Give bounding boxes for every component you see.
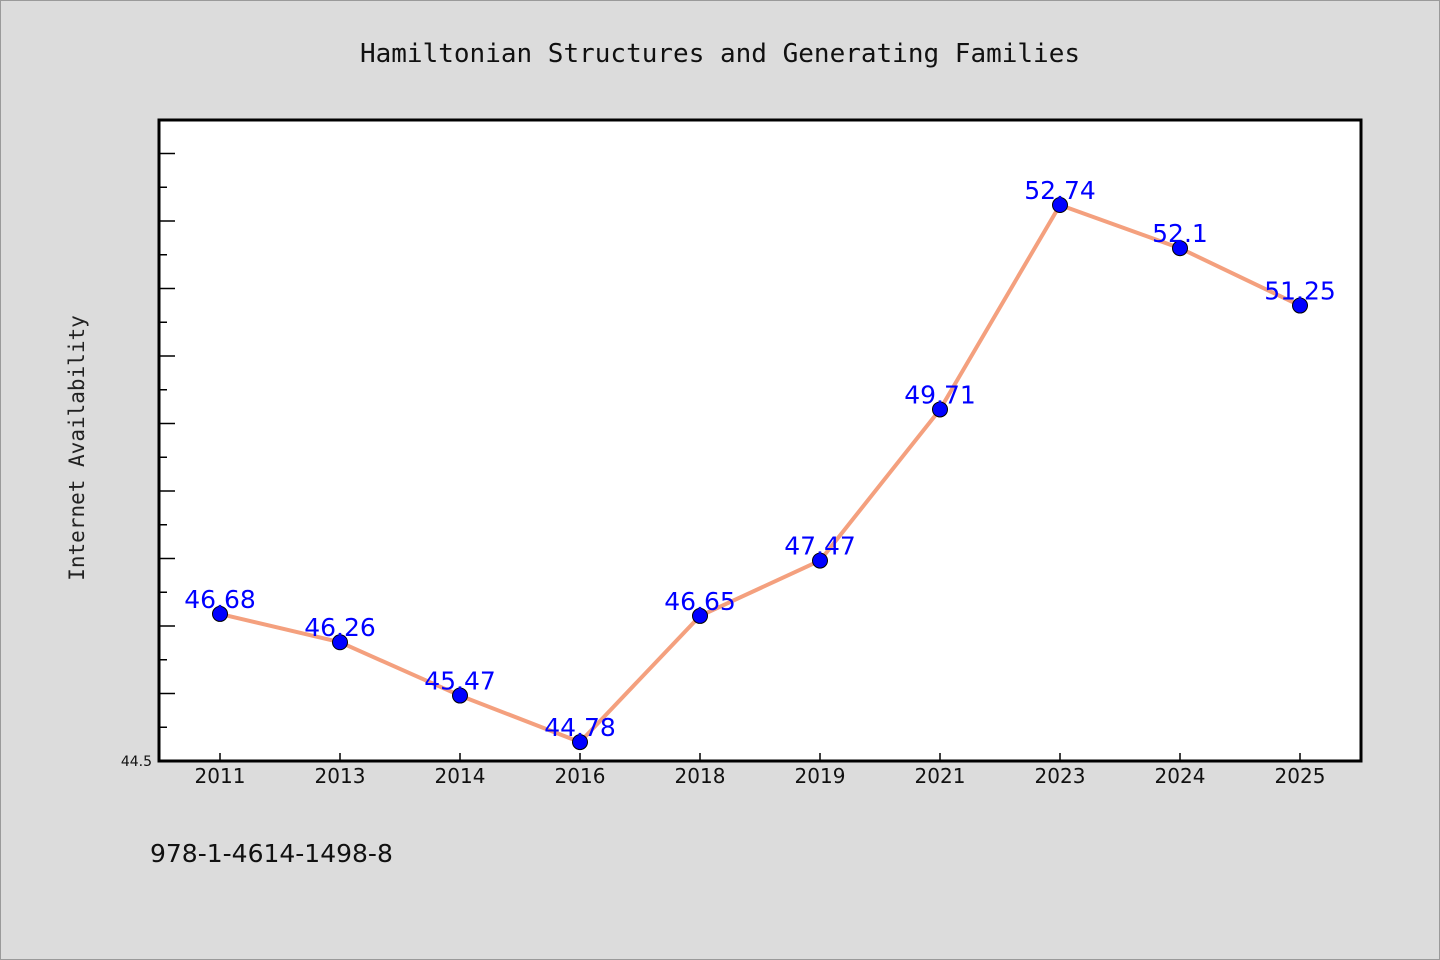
data-point-2024 [1172, 240, 1188, 257]
data-label-2024: 52.1 [1152, 219, 1208, 248]
x-tick-label-2019: 2019 [795, 764, 846, 788]
data-markers [212, 197, 1308, 751]
data-point-2023 [1052, 197, 1068, 214]
data-point-2016 [572, 734, 588, 751]
footnote-isbn: 978-1-4614-1498-8 [150, 839, 393, 868]
data-point-2014 [452, 687, 468, 704]
x-tick-label-2025: 2025 [1275, 764, 1326, 788]
plot-border [157, 118, 1363, 763]
data-label-2011: 46.68 [184, 585, 256, 614]
data-point-2013 [332, 634, 348, 651]
x-tick-label-2018: 2018 [675, 764, 726, 788]
x-tick-label-2021: 2021 [915, 764, 966, 788]
y-axis-label: Internet Availability [65, 315, 89, 581]
y-tick-label: 44.5 [121, 754, 152, 770]
x-tick-label-2014: 2014 [435, 764, 486, 788]
data-point-2021 [932, 401, 948, 418]
x-tick-label-2024: 2024 [1155, 764, 1206, 788]
data-label-2018: 46.65 [664, 587, 736, 616]
data-label-2019: 47.47 [784, 532, 856, 561]
data-label-2025: 51.25 [1264, 277, 1336, 306]
x-tick-label-2013: 2013 [315, 764, 366, 788]
data-label-2021: 49.71 [904, 380, 976, 409]
x-tick-label-2023: 2023 [1035, 764, 1086, 788]
data-point-2018 [692, 607, 708, 624]
data-label-2014: 45.47 [424, 667, 496, 696]
chart-title: Hamiltonian Structures and Generating Fa… [360, 39, 1080, 69]
plot-area [159, 120, 1361, 761]
data-point-2019 [812, 552, 828, 569]
x-tick-labels: 2011 2013 2014 2016 2018 2019 2021 2023 2024 2025 [195, 764, 1326, 788]
data-point-2025 [1292, 297, 1308, 314]
x-tick-label-2011: 2011 [195, 764, 246, 788]
data-label-2016: 44.78 [544, 713, 616, 742]
data-labels: 46.68 46.26 45.47 44.78 46.65 47.47 49.71 52.74… [184, 176, 1336, 742]
series-line [218, 203, 1302, 745]
x-tick-label-2016: 2016 [555, 764, 606, 788]
data-point-2011 [212, 605, 228, 622]
data-label-2013: 46.26 [304, 613, 376, 642]
data-label-2023: 52.74 [1024, 176, 1096, 205]
